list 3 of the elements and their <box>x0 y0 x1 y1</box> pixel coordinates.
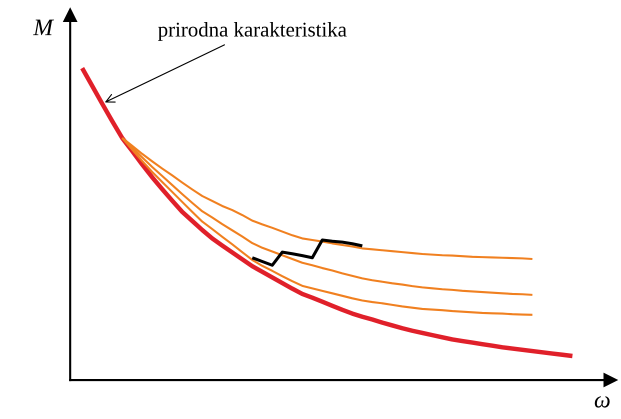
x-axis-title: ω <box>594 396 610 408</box>
text: prirodna karakteristika <box>158 22 347 41</box>
y-axis-title: M <box>33 20 54 36</box>
